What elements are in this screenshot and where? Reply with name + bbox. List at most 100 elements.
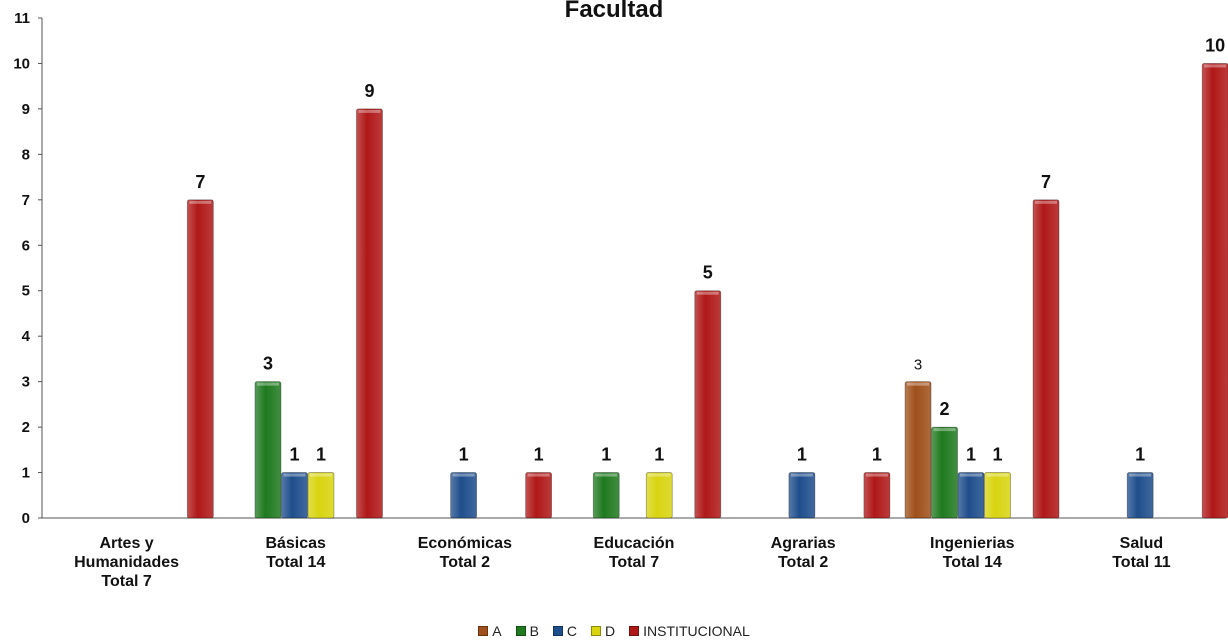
bar-b-5 [931, 426, 958, 519]
bar-b-1 [254, 381, 282, 519]
bar-institucional-6 [1201, 63, 1228, 519]
legend-item-d: D [591, 623, 615, 639]
bar-highlight [1035, 200, 1058, 204]
bar-c-5 [957, 472, 985, 519]
legend-swatch [552, 626, 563, 636]
category-label: Básicas [265, 535, 326, 552]
bar-highlight [283, 473, 306, 477]
bar-institucional-3 [694, 290, 722, 519]
bar-institucional-1 [356, 108, 383, 519]
bar-institucional-4 [863, 472, 891, 519]
data-label: 1 [654, 445, 664, 465]
bar-highlight [452, 473, 475, 477]
data-label: 1 [1135, 445, 1145, 465]
data-label: 5 [703, 263, 713, 283]
category-label: Total 7 [609, 554, 659, 571]
bar-highlight [527, 473, 550, 477]
bar-highlight [1204, 64, 1227, 68]
legend-item-b: B [515, 623, 539, 639]
legend-swatch [591, 626, 602, 636]
data-label: 3 [914, 357, 922, 374]
bar-a-5 [904, 381, 932, 519]
bar-highlight [358, 109, 381, 113]
data-label: 1 [872, 445, 882, 465]
legend-swatch [478, 626, 489, 636]
y-tick-label: 9 [22, 101, 30, 118]
bar-c-1 [281, 472, 308, 519]
bar-highlight [696, 291, 719, 295]
y-tick-label: 5 [22, 283, 30, 300]
category-label: Total 14 [266, 554, 325, 571]
legend-label: D [605, 623, 616, 639]
bar-d-5 [984, 472, 1011, 519]
y-tick-label: 0 [22, 510, 30, 527]
bar-b-3 [592, 472, 620, 519]
category-label: Ingenierias [930, 535, 1015, 552]
category-label: Artes y [99, 535, 153, 552]
bar-highlight [1129, 473, 1152, 477]
category-label: Humanidades [74, 554, 179, 571]
data-label: 7 [195, 172, 205, 192]
bar-highlight [907, 382, 930, 386]
bar-highlight [986, 473, 1009, 477]
data-label: 1 [601, 445, 611, 465]
y-tick-label: 8 [22, 146, 30, 163]
bar-highlight [865, 473, 888, 477]
y-tick-label: 4 [22, 328, 31, 345]
bar-institucional-0 [186, 199, 214, 519]
bar-d-3 [645, 472, 673, 519]
bar-institucional-5 [1032, 199, 1060, 519]
y-tick-label: 7 [22, 192, 30, 209]
category-label: Total 14 [943, 554, 1002, 571]
y-tick-label: 10 [13, 55, 30, 72]
data-label: 3 [263, 354, 273, 374]
data-label: 2 [940, 399, 950, 419]
data-label: 9 [364, 81, 374, 101]
bar-highlight [648, 473, 671, 477]
legend-swatch [629, 626, 640, 636]
data-label: 1 [966, 445, 976, 465]
legend-label: A [492, 623, 502, 639]
category-label: Agrarias [771, 535, 836, 552]
bar-c-4 [788, 472, 816, 519]
y-tick-label: 6 [22, 237, 30, 254]
category-label: Educación [594, 535, 675, 552]
bar-highlight [790, 473, 813, 477]
y-tick-label: 2 [22, 419, 30, 436]
chart-legend: A B C D INSTITUCIONAL [0, 623, 1228, 639]
category-label: Económicas [418, 535, 512, 552]
legend-label: B [529, 623, 539, 639]
y-tick-label: 11 [14, 10, 30, 27]
bar-c-6 [1126, 472, 1154, 519]
category-label: Total 7 [101, 573, 151, 590]
category-label: Total 2 [778, 554, 828, 571]
data-label: 1 [797, 445, 807, 465]
legend-item-institucional: INSTITUCIONAL [629, 623, 750, 639]
data-label: 1 [459, 445, 469, 465]
legend-label: INSTITUCIONAL [643, 623, 750, 639]
bar-institucional-2 [525, 472, 553, 519]
legend-item-c: C [552, 623, 578, 639]
category-label: Salud [1120, 535, 1164, 552]
bar-highlight [256, 382, 279, 386]
data-label: 1 [316, 445, 326, 465]
bar-highlight [309, 473, 332, 477]
data-label: 1 [534, 445, 544, 465]
legend-swatch [515, 626, 526, 636]
legend-label: C [566, 623, 578, 639]
bar-highlight [595, 473, 618, 477]
category-label: Total 11 [1112, 554, 1170, 571]
bar-d-1 [307, 472, 335, 519]
legend-item-a: A [478, 623, 502, 639]
data-label: 1 [993, 445, 1003, 465]
y-tick-label: 1 [22, 465, 30, 482]
bar-highlight [960, 473, 983, 477]
category-label: Total 2 [440, 554, 490, 571]
data-label: 7 [1041, 172, 1051, 192]
data-label: 1 [289, 445, 299, 465]
chart-title: Facultad [564, 0, 664, 23]
y-tick-label: 3 [22, 374, 30, 391]
bar-highlight [189, 200, 212, 204]
bar-highlight [933, 428, 956, 432]
